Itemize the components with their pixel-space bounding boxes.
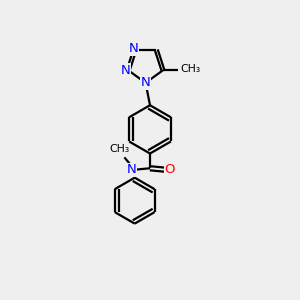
Text: CH₃: CH₃ <box>180 64 200 74</box>
Text: N: N <box>126 163 136 176</box>
Text: N: N <box>121 64 131 77</box>
Text: N: N <box>141 76 151 89</box>
Text: CH₃: CH₃ <box>109 144 129 154</box>
Text: O: O <box>164 163 175 176</box>
Text: N: N <box>128 42 138 55</box>
